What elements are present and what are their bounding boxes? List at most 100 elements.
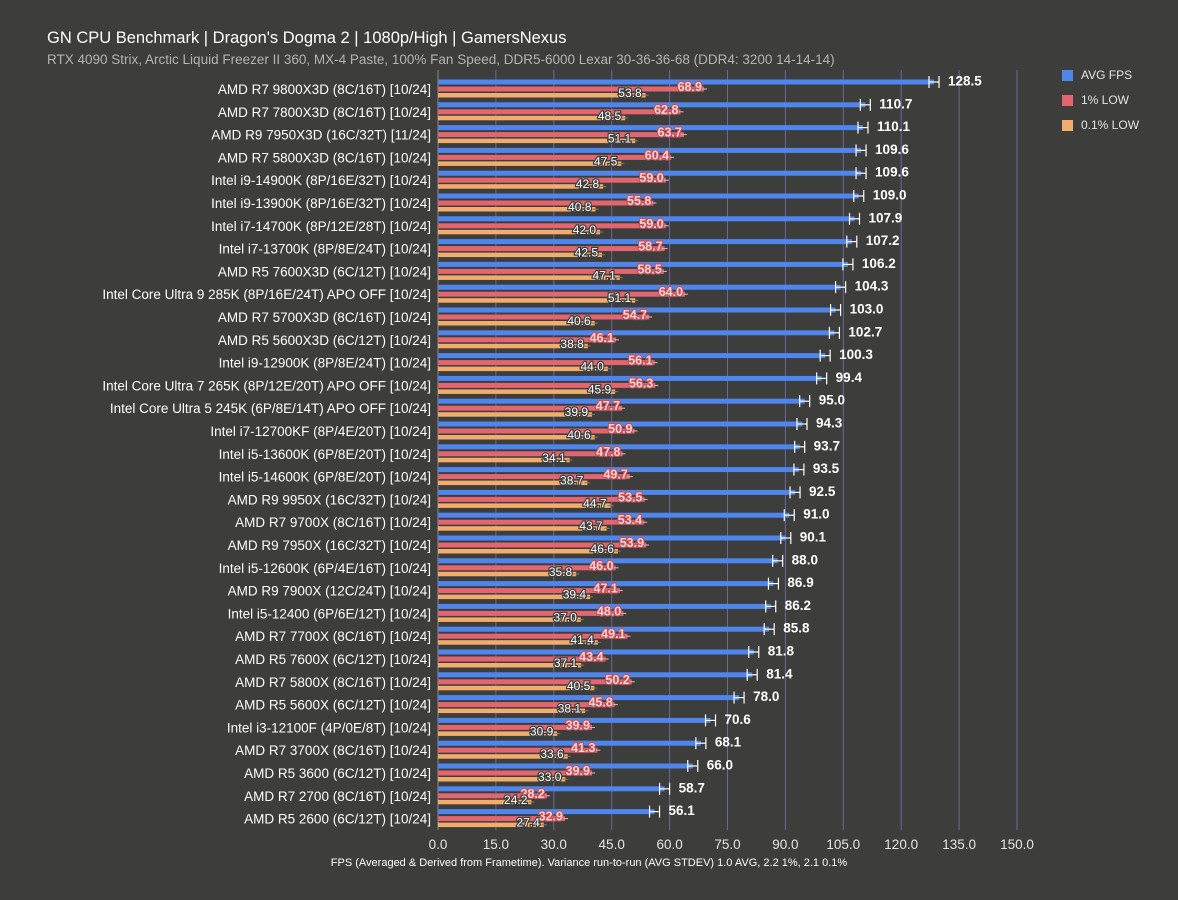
bar-1pct-low xyxy=(438,633,628,639)
chart-subtitle: RTX 4090 Strix, Arctic Liquid Freezer II… xyxy=(47,52,835,67)
bar-avg xyxy=(438,603,771,609)
data-label-01pct-low: 42.5 xyxy=(575,246,599,260)
bar-01pct-low xyxy=(438,663,582,668)
data-label-avg: 66.0 xyxy=(707,758,733,773)
bar-avg xyxy=(438,193,859,199)
category-labels: AMD R7 9800X3D (8C/16T) [10/24] AMD R7 78… xyxy=(102,82,431,827)
bar-avg xyxy=(438,125,863,131)
bar-1pct-low xyxy=(438,382,656,388)
data-label-avg: 86.2 xyxy=(785,598,811,613)
legend-item-1pct-low: 1% LOW xyxy=(1062,93,1161,107)
bar-1pct-low xyxy=(438,588,620,594)
category-label: Intel Core Ultra 9 285K (8P/16E/24T) APO… xyxy=(102,287,431,302)
x-tick-label: 105.0 xyxy=(826,837,860,852)
data-label-1pct-low: 39.9 xyxy=(566,764,590,778)
data-label-avg: 109.6 xyxy=(875,142,909,157)
data-label-1pct-low: 32.9 xyxy=(539,810,563,824)
bar-avg xyxy=(438,444,800,450)
data-label-1pct-low: 50.9 xyxy=(608,422,632,436)
data-label-avg: 70.6 xyxy=(725,712,752,727)
bar-01pct-low xyxy=(438,93,646,98)
bar-01pct-low xyxy=(438,366,608,372)
bar-01pct-low xyxy=(438,115,626,121)
bar-1pct-low xyxy=(438,154,672,160)
data-label-avg: 88.0 xyxy=(792,552,818,567)
bar-01pct-low xyxy=(438,754,568,759)
data-label-01pct-low: 38.8 xyxy=(560,337,584,351)
bar-01pct-low xyxy=(438,617,581,622)
category-label: Intel i5-12600K (6P/4E/16T) [10/24] xyxy=(219,561,431,576)
bar-01pct-low xyxy=(438,594,591,600)
bar-01pct-low xyxy=(438,457,570,463)
data-label-01pct-low: 53.8 xyxy=(618,86,642,100)
data-label-01pct-low: 24.2 xyxy=(504,793,528,807)
bar-1pct-low xyxy=(438,337,616,343)
data-label-01pct-low: 51.1 xyxy=(608,291,632,305)
data-label-01pct-low: 35.8 xyxy=(549,565,573,579)
data-label-01pct-low: 38.7 xyxy=(560,474,584,488)
bar-1pct-low xyxy=(438,405,623,411)
category-label: Intel i9-14900K (8P/16E/32T) [10/24] xyxy=(211,173,431,188)
bar-avg xyxy=(438,102,866,108)
x-axis-label: FPS (Averaged & Derived from Frametime).… xyxy=(330,857,848,869)
category-label: Intel i9-13900K (8P/16E/32T) [10/24] xyxy=(211,196,431,211)
bar-avg xyxy=(438,558,778,564)
bar-1pct-low xyxy=(438,610,624,616)
data-label-01pct-low: 41.4 xyxy=(570,633,594,647)
bar-01pct-low xyxy=(438,298,636,303)
bar-1pct-low xyxy=(438,770,593,776)
legend-item-avg: AVG FPS xyxy=(1062,68,1161,82)
bar-01pct-low xyxy=(438,526,607,531)
data-label-1pct-low: 46.0 xyxy=(589,559,613,573)
data-label-avg: 110.1 xyxy=(877,119,911,134)
x-tick-label: 60.0 xyxy=(656,837,682,852)
data-label-01pct-low: 45.9 xyxy=(588,382,612,396)
bar-1pct-low xyxy=(438,428,635,434)
bar-01pct-low xyxy=(438,777,566,782)
data-label-1pct-low: 62.8 xyxy=(654,103,678,117)
data-label-avg: 58.7 xyxy=(679,780,705,795)
legend-label-01pct-low: 0.1% LOW xyxy=(1081,118,1140,132)
data-label-1pct-low: 43.4 xyxy=(579,650,603,664)
bar-avg xyxy=(438,672,753,678)
data-label-avg: 90.1 xyxy=(800,530,827,545)
data-label-1pct-low: 59.0 xyxy=(639,171,663,185)
bar-01pct-low xyxy=(438,640,598,645)
data-label-1pct-low: 59.0 xyxy=(639,217,663,231)
bar-avg xyxy=(438,170,862,176)
bar-01pct-low xyxy=(438,229,601,235)
data-label-avg: 128.5 xyxy=(948,74,982,89)
data-label-01pct-low: 44.7 xyxy=(583,496,607,510)
data-label-01pct-low: 37.0 xyxy=(553,610,577,624)
bar-01pct-low xyxy=(438,321,595,326)
bar-01pct-low xyxy=(438,571,577,577)
data-label-01pct-low: 42.0 xyxy=(573,223,597,237)
data-label-1pct-low: 53.9 xyxy=(620,536,644,550)
data-label-01pct-low: 44.0 xyxy=(580,360,604,374)
bar-01pct-low xyxy=(438,685,595,691)
data-label-01pct-low: 27.4 xyxy=(516,816,540,830)
data-label-01pct-low: 39.9 xyxy=(565,405,589,419)
bar-avg xyxy=(438,307,836,313)
bar-1pct-low xyxy=(438,542,647,548)
data-label-1pct-low: 58.7 xyxy=(638,240,662,254)
x-tick-label: 75.0 xyxy=(714,837,740,852)
bar-1pct-low xyxy=(438,268,664,274)
x-tick-label: 45.0 xyxy=(599,837,625,852)
bar-avg xyxy=(438,649,754,655)
data-label-1pct-low: 53.4 xyxy=(618,513,642,527)
data-label-avg: 78.0 xyxy=(753,689,779,704)
bar-01pct-low xyxy=(438,503,611,508)
data-label-1pct-low: 60.4 xyxy=(645,148,669,162)
data-label-avg: 102.7 xyxy=(848,324,882,339)
bar-1pct-low xyxy=(438,565,616,571)
bar-avg xyxy=(438,330,835,336)
data-label-1pct-low: 49.7 xyxy=(603,468,627,482)
category-label: AMD R7 7700X (8C/16T) [10/24] xyxy=(235,629,431,644)
bar-1pct-low xyxy=(438,451,623,457)
category-label: AMD R7 7800X3D (8C/16T) [10/24] xyxy=(218,105,431,120)
data-label-1pct-low: 58.5 xyxy=(637,262,661,276)
bar-1pct-low xyxy=(438,360,655,366)
data-label-01pct-low: 34.1 xyxy=(542,451,566,465)
